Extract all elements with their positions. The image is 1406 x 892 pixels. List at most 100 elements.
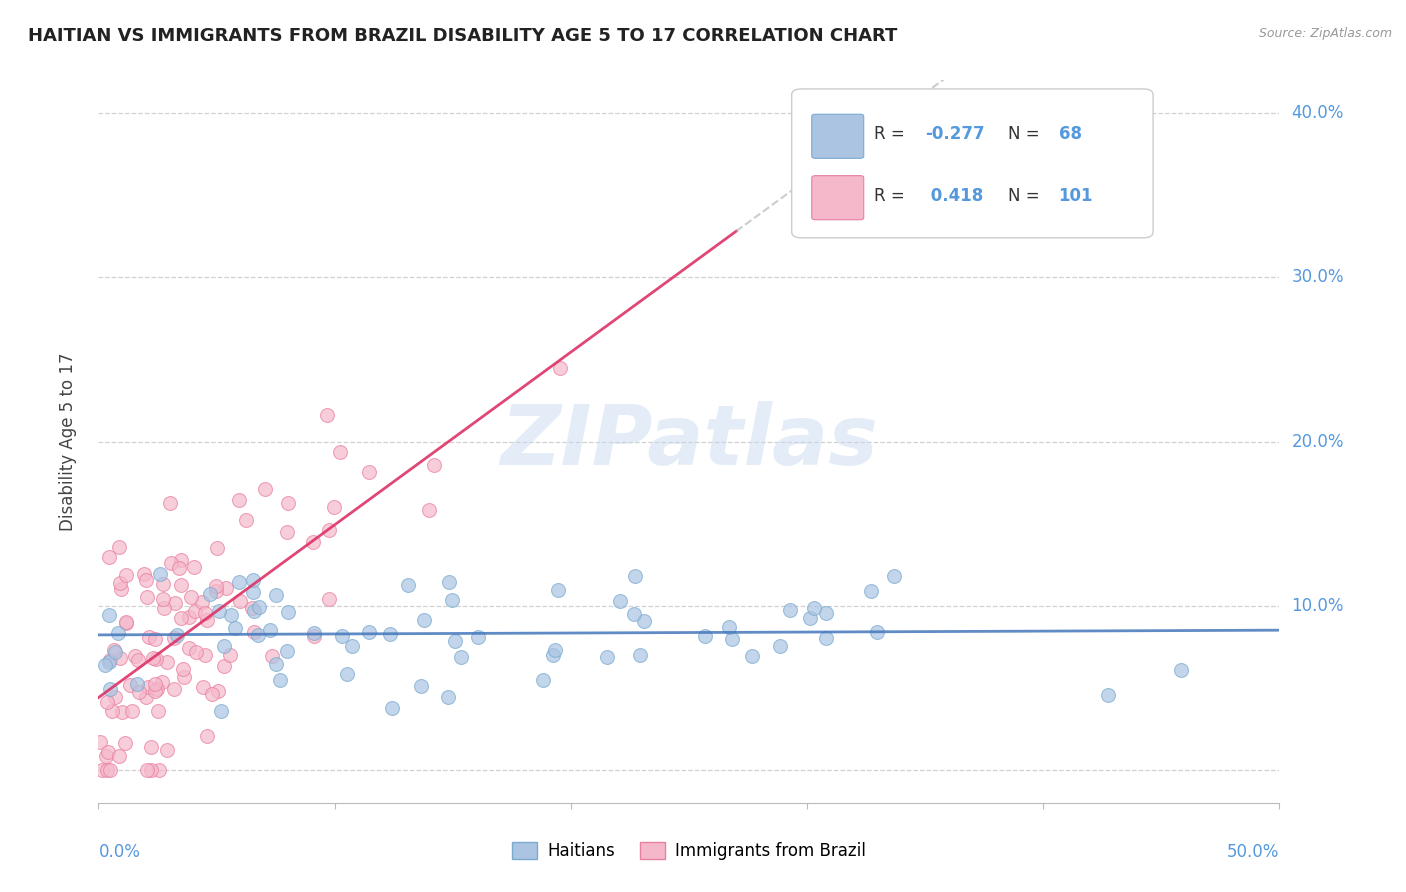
Immigrants from Brazil — [229, 593, 252, 607]
Haitians — [413, 613, 436, 627]
Haitians — [380, 627, 402, 641]
Immigrants from Brazil — [318, 592, 340, 607]
Immigrants from Brazil — [322, 500, 344, 515]
Immigrants from Brazil — [179, 640, 201, 655]
Haitians — [359, 625, 381, 640]
Haitians — [149, 566, 172, 581]
Immigrants from Brazil — [277, 495, 299, 509]
Haitians — [799, 610, 821, 624]
Haitians — [409, 679, 432, 693]
Immigrants from Brazil — [138, 630, 160, 644]
Immigrants from Brazil — [262, 649, 284, 664]
Haitians — [166, 628, 188, 642]
Immigrants from Brazil — [110, 582, 132, 596]
Immigrants from Brazil — [183, 560, 205, 574]
Immigrants from Brazil — [108, 748, 131, 763]
Immigrants from Brazil — [548, 361, 571, 376]
Haitians — [541, 648, 564, 663]
Haitians — [276, 643, 298, 657]
Haitians — [814, 632, 837, 646]
Text: Source: ZipAtlas.com: Source: ZipAtlas.com — [1258, 27, 1392, 40]
Haitians — [633, 614, 655, 628]
Immigrants from Brazil — [143, 632, 166, 647]
Haitians — [803, 601, 825, 615]
Immigrants from Brazil — [163, 681, 186, 696]
Haitians — [228, 575, 250, 590]
Immigrants from Brazil — [156, 743, 179, 757]
Text: N =: N = — [1008, 187, 1045, 205]
Haitians — [247, 628, 270, 642]
Haitians — [769, 639, 792, 653]
Text: ZIPatlas: ZIPatlas — [501, 401, 877, 482]
Haitians — [440, 593, 463, 607]
Immigrants from Brazil — [142, 650, 165, 665]
Haitians — [547, 583, 569, 598]
Immigrants from Brazil — [357, 465, 380, 479]
Immigrants from Brazil — [108, 541, 131, 555]
Haitians — [693, 629, 716, 643]
Immigrants from Brazil — [146, 705, 169, 719]
Immigrants from Brazil — [136, 763, 159, 777]
Haitians — [450, 649, 472, 664]
Immigrants from Brazil — [194, 648, 217, 662]
Immigrants from Brazil — [160, 556, 183, 570]
Immigrants from Brazil — [124, 649, 146, 664]
FancyBboxPatch shape — [811, 176, 863, 219]
Immigrants from Brazil — [193, 681, 215, 695]
Haitians — [98, 655, 121, 669]
Immigrants from Brazil — [418, 502, 440, 516]
Immigrants from Brazil — [316, 408, 339, 422]
Immigrants from Brazil — [152, 591, 174, 606]
Immigrants from Brazil — [111, 705, 134, 719]
Text: 40.0%: 40.0% — [1291, 104, 1344, 122]
Haitians — [381, 701, 404, 715]
Immigrants from Brazil — [156, 655, 179, 669]
Haitians — [247, 599, 270, 614]
Immigrants from Brazil — [94, 748, 117, 763]
Text: 20.0%: 20.0% — [1291, 433, 1344, 450]
Immigrants from Brazil — [169, 560, 191, 574]
Immigrants from Brazil — [195, 613, 218, 627]
Immigrants from Brazil — [180, 590, 202, 604]
Immigrants from Brazil — [135, 591, 157, 605]
Legend: Haitians, Immigrants from Brazil: Haitians, Immigrants from Brazil — [506, 835, 872, 867]
Haitians — [623, 569, 645, 583]
Haitians — [107, 625, 129, 640]
Text: 0.418: 0.418 — [925, 187, 983, 205]
Immigrants from Brazil — [128, 685, 150, 699]
Immigrants from Brazil — [173, 670, 195, 684]
Text: N =: N = — [1008, 126, 1045, 144]
Immigrants from Brazil — [120, 678, 142, 692]
Immigrants from Brazil — [145, 652, 167, 666]
Immigrants from Brazil — [135, 573, 157, 587]
Immigrants from Brazil — [195, 729, 218, 743]
Immigrants from Brazil — [205, 579, 228, 593]
Haitians — [779, 603, 801, 617]
Haitians — [209, 704, 232, 718]
Text: R =: R = — [875, 126, 910, 144]
Haitians — [127, 676, 149, 690]
Y-axis label: Disability Age 5 to 17: Disability Age 5 to 17 — [59, 352, 77, 531]
Immigrants from Brazil — [170, 577, 193, 591]
Haitians — [242, 584, 264, 599]
Haitians — [720, 632, 742, 647]
Immigrants from Brazil — [228, 493, 250, 508]
FancyBboxPatch shape — [792, 89, 1153, 238]
Immigrants from Brazil — [148, 763, 170, 777]
Haitians — [860, 584, 883, 599]
Immigrants from Brazil — [98, 763, 121, 777]
Haitians — [531, 673, 554, 687]
Immigrants from Brazil — [139, 763, 162, 777]
Text: 10.0%: 10.0% — [1291, 597, 1344, 615]
Immigrants from Brazil — [96, 695, 118, 709]
Haitians — [336, 666, 359, 681]
Haitians — [208, 604, 231, 618]
Haitians — [98, 682, 121, 697]
Immigrants from Brazil — [194, 606, 217, 620]
Immigrants from Brazil — [302, 535, 325, 549]
Immigrants from Brazil — [153, 601, 176, 615]
Haitians — [94, 658, 117, 673]
Immigrants from Brazil — [110, 575, 132, 590]
Haitians — [269, 673, 291, 687]
Haitians — [717, 620, 740, 634]
